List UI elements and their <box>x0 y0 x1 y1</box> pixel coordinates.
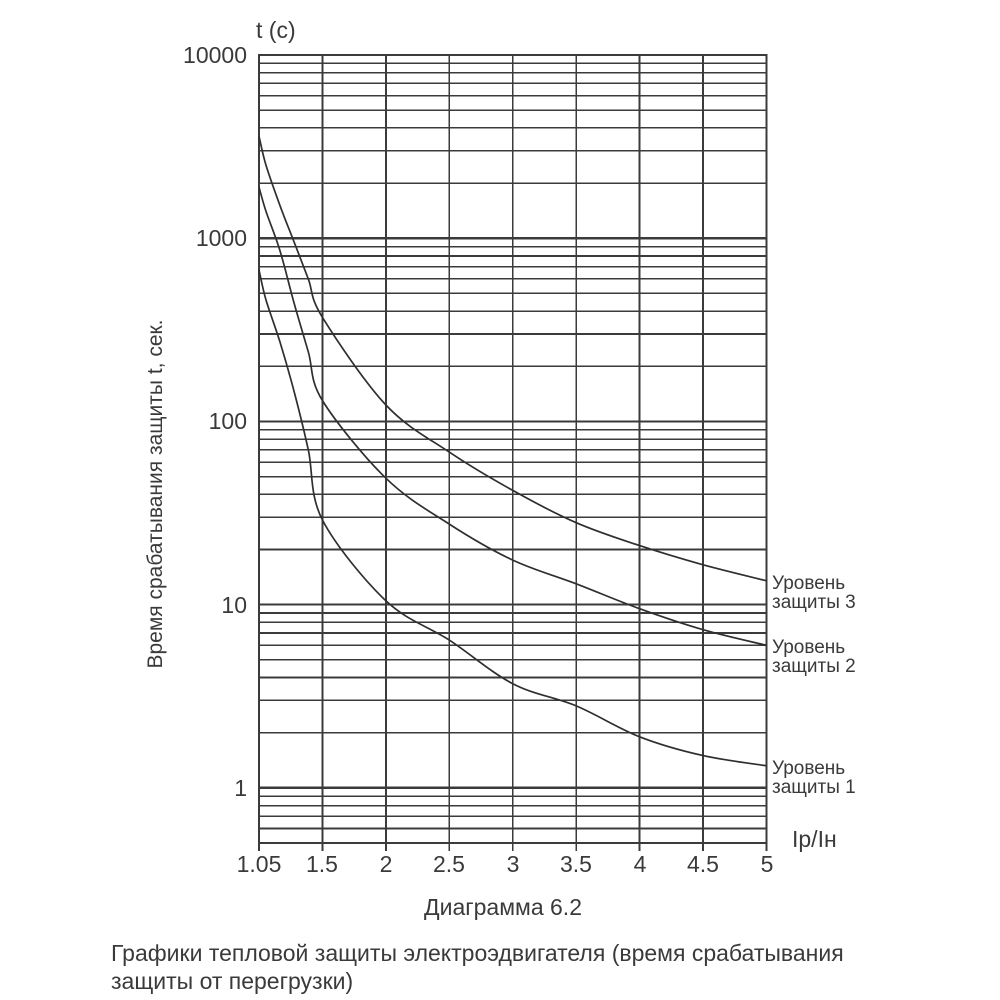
x-tick-label: 1.05 <box>236 851 282 877</box>
x-tick-label: 3 <box>506 851 520 877</box>
x-tick-label: 4.5 <box>687 851 719 877</box>
curve-label: Уровень защиты 3 <box>772 573 856 613</box>
caption: Графики тепловой защиты электроэдвигател… <box>111 940 844 994</box>
y-tick-label: 100 <box>208 408 247 434</box>
curve-2 <box>258 186 767 647</box>
x-tick-label: 4 <box>633 851 647 877</box>
y-axis-unit-label: t (c) <box>256 17 296 43</box>
curve-label: Уровень защиты 2 <box>772 637 856 677</box>
x-tick-label: 1.5 <box>306 851 338 877</box>
x-tick-label: 3.5 <box>560 851 592 877</box>
diagram-number: Диаграмма 6.2 <box>424 894 582 920</box>
x-tick-label: 2 <box>379 851 393 877</box>
curve-label: Уровень защиты 1 <box>772 758 856 798</box>
y-tick-label: 10 <box>221 592 247 618</box>
curve-3 <box>258 136 767 582</box>
x-tick-label: 5 <box>760 851 774 877</box>
x-tick-label: 2.5 <box>433 851 465 877</box>
y-tick-label: 10000 <box>183 42 247 68</box>
y-tick-label: 1000 <box>195 225 247 251</box>
curve-1 <box>258 269 767 767</box>
x-axis-unit-label: Ip/Iн <box>792 826 837 852</box>
y-tick-label: 1 <box>234 775 247 801</box>
